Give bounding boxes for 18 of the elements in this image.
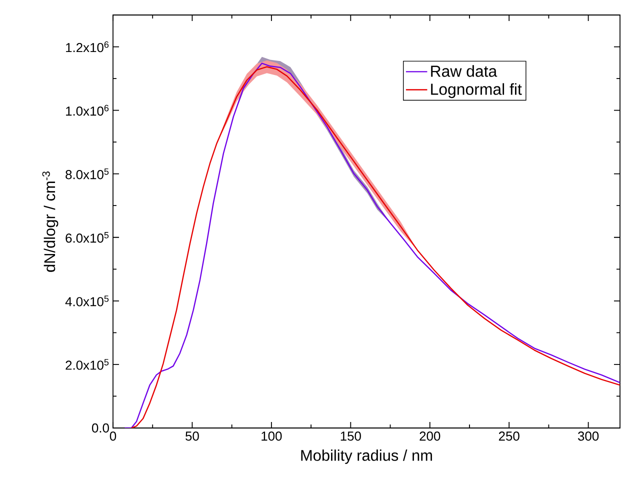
x-tick-label: 150 <box>340 432 361 441</box>
x-tick-label: 100 <box>262 432 282 441</box>
y-tick-label: 4.0x10$^{5}$ <box>65 296 109 306</box>
y-tick-label: 0.0 <box>92 423 109 433</box>
x-tick-label: 300 <box>578 432 599 441</box>
legend-label: Raw data <box>431 65 498 77</box>
x-tick-label: 200 <box>420 432 440 441</box>
y-tick-label: 2.0x10$^{5}$ <box>66 359 109 370</box>
y-tick-label: 1.0x10$^{6}$ <box>66 104 109 116</box>
y-tick-label: 8.0x10$^{5}$ <box>66 168 109 180</box>
x-tick-label: 250 <box>498 432 520 441</box>
x-tick-label: 50 <box>186 432 199 441</box>
x-tick-label: 0 <box>110 432 116 441</box>
y-tick-label: 1.2x10$^{6}$ <box>66 41 109 52</box>
x-axis-title: Mobility radius / nm <box>301 450 432 464</box>
y-axis-title: dN/dlogr / cm$^{-3}$ <box>42 172 58 272</box>
legend-label: Lognormal fit <box>431 83 522 98</box>
y-tick-label: 6.0x10$^{5}$ <box>66 232 109 243</box>
